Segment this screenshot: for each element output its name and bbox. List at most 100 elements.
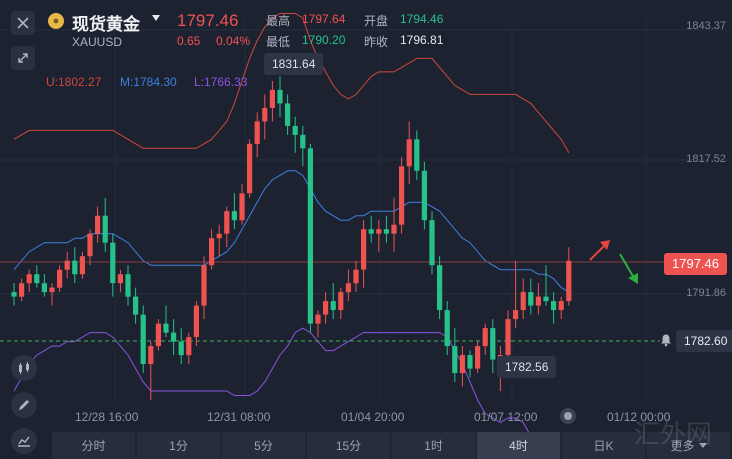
- open-value: 1794.46: [400, 12, 444, 26]
- x-tick-label: 12/28 16:00: [75, 410, 139, 424]
- candle-body: [140, 314, 146, 364]
- y-tick-label: 1843.37: [686, 20, 726, 32]
- candle-body: [399, 166, 405, 225]
- candle-body: [171, 332, 177, 342]
- candle-body: [513, 310, 519, 320]
- candle-body: [490, 328, 496, 360]
- candle-body: [505, 319, 511, 356]
- candle-body: [110, 242, 116, 284]
- more-timeframes-button[interactable]: 更多: [647, 432, 730, 459]
- boll-upper-line: [13, 13, 570, 154]
- candle-body: [300, 134, 306, 149]
- candle-body: [467, 355, 473, 369]
- last-price: 1797.46: [177, 11, 239, 30]
- down-arrow-icon: [619, 253, 635, 279]
- candle-body: [376, 229, 382, 234]
- high-value: 1797.64: [302, 12, 346, 26]
- boll-middle-value: M:1784.30: [120, 75, 177, 89]
- indicator-button[interactable]: [11, 355, 37, 381]
- candle-body: [414, 139, 420, 171]
- candle-body: [155, 323, 161, 347]
- boll-lower-value: L:1766.33: [194, 75, 248, 89]
- candle-body: [19, 283, 25, 297]
- candle-body: [543, 296, 549, 302]
- candle-body: [57, 269, 63, 288]
- candle-body: [277, 89, 283, 104]
- close-button[interactable]: [11, 11, 35, 35]
- candle-body: [383, 229, 389, 234]
- candle-body: [254, 121, 260, 144]
- candle-body: [178, 341, 184, 356]
- tab-timeframe-15m[interactable]: 15分: [307, 432, 390, 459]
- candle-body: [148, 346, 154, 365]
- candle-body: [163, 323, 169, 333]
- candle-body: [11, 292, 17, 297]
- watermark: 汇外网: [633, 419, 712, 449]
- expand-icon: [18, 53, 28, 63]
- candle-body: [535, 296, 541, 306]
- draw-tool-button[interactable]: [11, 392, 37, 418]
- current-price-tag: 1797.46: [664, 253, 727, 275]
- low-marker: 1782.56: [497, 356, 557, 378]
- candle-body: [72, 260, 78, 275]
- candle-body: [452, 346, 458, 374]
- candle-body: [239, 193, 245, 221]
- candle-body: [345, 283, 351, 293]
- tab-timeframe-day[interactable]: 日K: [562, 432, 645, 459]
- open-label: 开盘: [364, 14, 389, 28]
- tab-timeframe-tick[interactable]: 分时: [52, 432, 135, 459]
- candle-body: [133, 296, 139, 315]
- candle-body: [368, 229, 374, 234]
- symbol-name: 现货黄金: [72, 15, 140, 34]
- candle-body: [528, 292, 534, 306]
- tab-timeframe-5m[interactable]: 5分: [222, 432, 305, 459]
- candle-body: [551, 301, 557, 311]
- circle-dot-icon[interactable]: [558, 406, 578, 426]
- up-arrow-head-icon: [600, 240, 610, 250]
- candle-body: [269, 89, 275, 108]
- y-tick-label: 1817.52: [686, 153, 726, 165]
- prev-close-label: 昨收: [364, 35, 389, 49]
- close-icon: [17, 17, 29, 29]
- candle-body: [262, 107, 268, 122]
- candle-body: [323, 301, 329, 315]
- chevron-down-icon: [152, 15, 160, 21]
- bell-icon[interactable]: [659, 333, 673, 347]
- prev-close-value: 1796.81: [400, 33, 444, 47]
- x-tick-label: 01/07 12:00: [474, 410, 538, 424]
- low-label: 最低: [266, 35, 291, 49]
- x-tick-label: 01/12 00:00: [607, 410, 671, 424]
- candle-body: [209, 238, 215, 266]
- candle-body: [558, 301, 564, 311]
- candle-body: [87, 233, 93, 257]
- high-label: 最高: [266, 14, 291, 28]
- candle-body: [193, 305, 199, 338]
- candle-body: [406, 139, 412, 167]
- x-tick-label: 01/04 20:00: [341, 410, 405, 424]
- up-arrow-icon: [589, 243, 607, 261]
- candle-body: [186, 337, 192, 356]
- candle-body: [102, 215, 108, 243]
- candle-body: [231, 211, 237, 221]
- expand-button[interactable]: [11, 46, 35, 70]
- high-marker: 1831.64: [264, 53, 324, 75]
- chart-type-button[interactable]: [11, 428, 37, 454]
- candle-body: [224, 211, 230, 234]
- candle-body: [361, 229, 367, 270]
- alert-price-tag[interactable]: 1782.60: [676, 330, 732, 352]
- tab-timeframe-1h[interactable]: 1时: [392, 432, 475, 459]
- candle-body: [125, 274, 131, 297]
- pencil-icon: [19, 400, 29, 410]
- candle-body: [307, 148, 313, 324]
- candle-body: [315, 314, 321, 324]
- candle-body: [64, 260, 70, 270]
- y-tick-label: 1791.86: [686, 287, 726, 299]
- candle-body: [520, 292, 526, 311]
- more-label: 更多: [670, 439, 695, 453]
- candle-body: [437, 265, 443, 311]
- candle-body: [475, 346, 481, 369]
- candle-body: [292, 125, 298, 135]
- tab-timeframe-4h[interactable]: 4时: [477, 432, 560, 459]
- tab-timeframe-1m[interactable]: 1分: [137, 432, 220, 459]
